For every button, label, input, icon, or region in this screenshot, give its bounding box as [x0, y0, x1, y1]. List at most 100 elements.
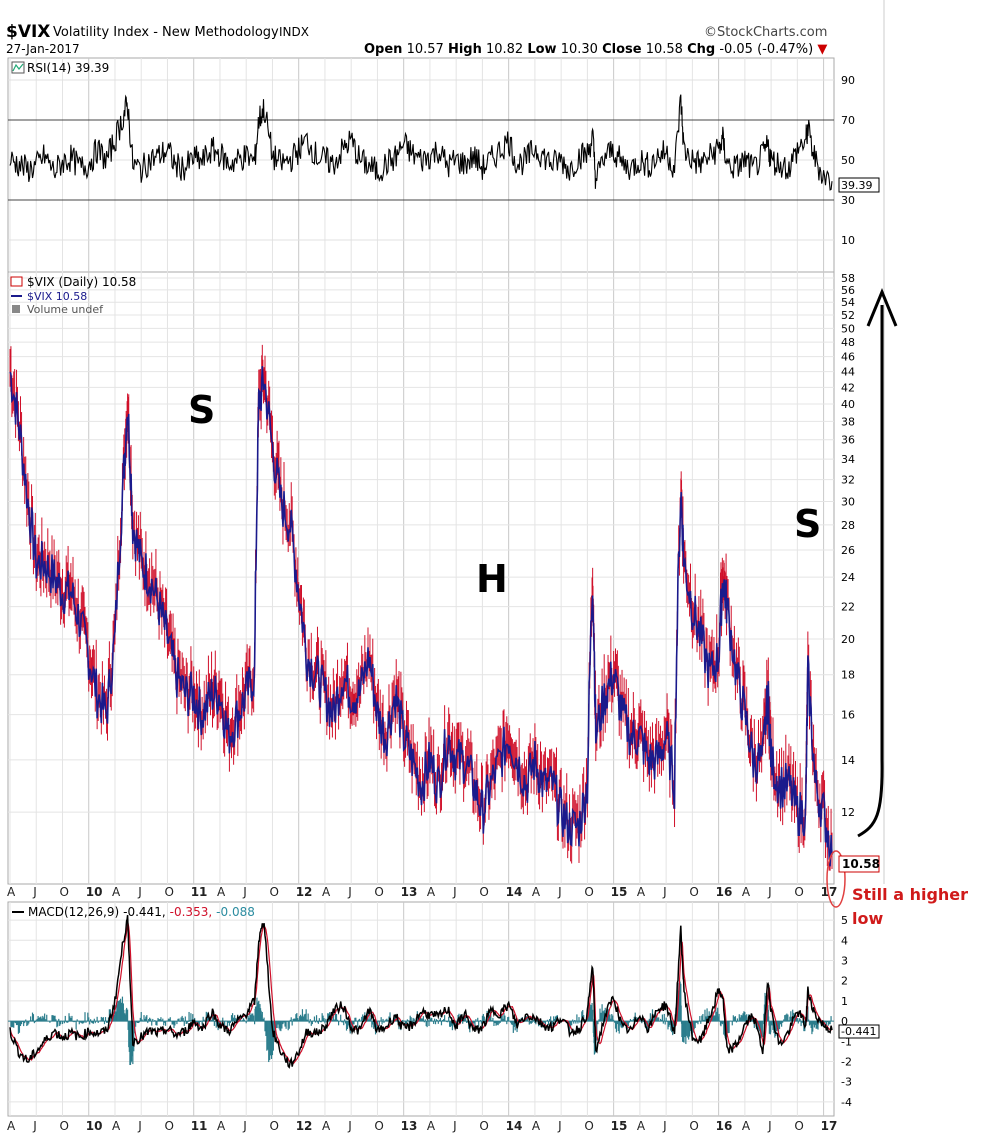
x-tick-label: O	[689, 885, 698, 899]
x-tick-label: J	[242, 885, 247, 899]
x-tick-label: J	[557, 885, 562, 899]
macd-y-tick: -4	[841, 1096, 852, 1109]
macd-legend: MACD(12,26,9) -0.441, -0.353, -0.088	[12, 905, 255, 919]
macd-y-tick: 0	[841, 1015, 848, 1028]
price-y-tick: 58	[841, 272, 855, 285]
x-tick-label: J	[32, 885, 37, 899]
macd-layer	[8, 915, 834, 1069]
x-tick-label: A	[637, 1119, 646, 1133]
x-tick-label: O	[689, 1119, 698, 1133]
down-arrow-icon: ▼	[817, 42, 828, 57]
price-y-tick: 48	[841, 336, 855, 349]
header-ohlc: Open 10.57 High 10.82 Low 10.30 Close 10…	[364, 42, 827, 57]
x-tick-label: 11	[191, 1119, 208, 1133]
macd-y-tick: -2	[841, 1056, 852, 1069]
x-tick-label: O	[479, 1119, 488, 1133]
x-tick-label: A	[427, 885, 436, 899]
x-tick-label: A	[532, 1119, 541, 1133]
price-legend-text-1: $VIX (Daily) 10.58	[27, 275, 136, 289]
x-tick-label: O	[269, 885, 278, 899]
x-tick-label: J	[347, 885, 352, 899]
close-value: 10.58	[645, 42, 683, 57]
x-tick-label: O	[584, 885, 593, 899]
head-label: H	[476, 557, 508, 601]
x-tick-label: A	[112, 885, 121, 899]
price-layer	[9, 344, 833, 871]
x-tick-label: A	[532, 885, 541, 899]
open-value: 10.57	[406, 42, 444, 57]
x-tick-label: A	[742, 885, 751, 899]
note-line-1: Still a higher	[852, 885, 968, 904]
price-y-tick: 18	[841, 669, 855, 682]
x-tick-label: 10	[86, 885, 103, 899]
macd-y-tick: 2	[841, 975, 848, 988]
macd-y-tick: 5	[841, 914, 848, 927]
price-y-tick: 20	[841, 633, 855, 646]
price-y-tick: 16	[841, 709, 855, 722]
x-tick-label: 12	[296, 885, 313, 899]
price-last-tag-box	[838, 855, 880, 873]
x-tick-label: 16	[716, 885, 733, 899]
macd-y-tick: -3	[841, 1076, 852, 1089]
price-y-tick: 52	[841, 309, 855, 322]
axis-labels: AAJJOO1010AAJJOO1111AAJJOO1212AAJJOO1313…	[7, 74, 855, 1133]
up-arrow-annotation	[857, 305, 884, 838]
price-y-tick: 30	[841, 496, 855, 509]
x-tick-label: 15	[611, 1119, 628, 1133]
low-circle-annotation	[826, 850, 846, 908]
macd-legend-sep1: ,	[162, 905, 166, 919]
x-tick-label: A	[322, 1119, 331, 1133]
open-label: Open	[364, 42, 403, 57]
x-tick-label: O	[164, 1119, 173, 1133]
x-tick-label: O	[584, 1119, 593, 1133]
price-y-tick: 54	[841, 296, 855, 309]
x-tick-label: 17	[821, 1119, 838, 1133]
macd-legend-text: MACD(12,26,9) -0.441, -0.353, -0.088	[28, 905, 255, 919]
header-symbol: $VIX	[6, 22, 51, 42]
x-tick-label: O	[479, 885, 488, 899]
x-tick-label: 16	[716, 1119, 733, 1133]
macd-y-tick: 3	[841, 955, 848, 968]
rsi-layer	[9, 94, 833, 191]
x-tick-label: 13	[401, 1119, 418, 1133]
price-y-tick: 40	[841, 398, 855, 411]
x-tick-label: A	[7, 885, 16, 899]
x-tick-label: 15	[611, 885, 628, 899]
rsi-y-tick: 10	[841, 234, 855, 247]
rsi-legend-icon-line	[12, 63, 24, 72]
price-legend: $VIX (Daily) 10.58 $VIX 10.58 Volume und…	[10, 275, 136, 316]
x-tick-label: J	[137, 885, 142, 899]
high-label: High	[447, 42, 482, 57]
price-y-tick: 46	[841, 351, 855, 364]
rsi-legend-text: RSI(14) 39.39	[27, 61, 109, 75]
right-shoulder-label: S	[794, 502, 821, 546]
x-tick-label: J	[32, 1119, 37, 1133]
x-tick-label: A	[322, 885, 331, 899]
macd-legend-sep2: ,	[208, 905, 212, 919]
price-y-tick: 36	[841, 434, 855, 447]
price-y-tick: 42	[841, 381, 855, 394]
x-tick-label: 10	[86, 1119, 103, 1133]
note-line-2: low	[852, 909, 883, 928]
rsi-last-tag: 39.39	[838, 177, 880, 193]
rsi-last-tag-box	[838, 177, 880, 193]
x-tick-label: A	[427, 1119, 436, 1133]
price-legend-text-2: $VIX 10.58	[27, 290, 87, 303]
x-tick-label: 14	[506, 1119, 523, 1133]
chg-label: Chg	[687, 42, 716, 57]
left-shoulder-label: S	[188, 388, 215, 432]
x-tick-label: J	[242, 1119, 247, 1133]
x-tick-label: J	[137, 1119, 142, 1133]
x-tick-label: O	[374, 1119, 383, 1133]
volume-legend-icon	[12, 305, 20, 313]
x-tick-label: J	[767, 885, 772, 899]
macd-last-tag-text: -0.441	[841, 1025, 876, 1038]
price-series-line	[9, 366, 833, 867]
x-tick-label: 13	[401, 885, 418, 899]
up-arrow-head	[866, 288, 898, 327]
rsi-series-line	[9, 94, 833, 191]
x-tick-label: A	[217, 885, 226, 899]
macd-line	[9, 915, 833, 1069]
header-source[interactable]: ©StockCharts.com	[704, 25, 828, 40]
